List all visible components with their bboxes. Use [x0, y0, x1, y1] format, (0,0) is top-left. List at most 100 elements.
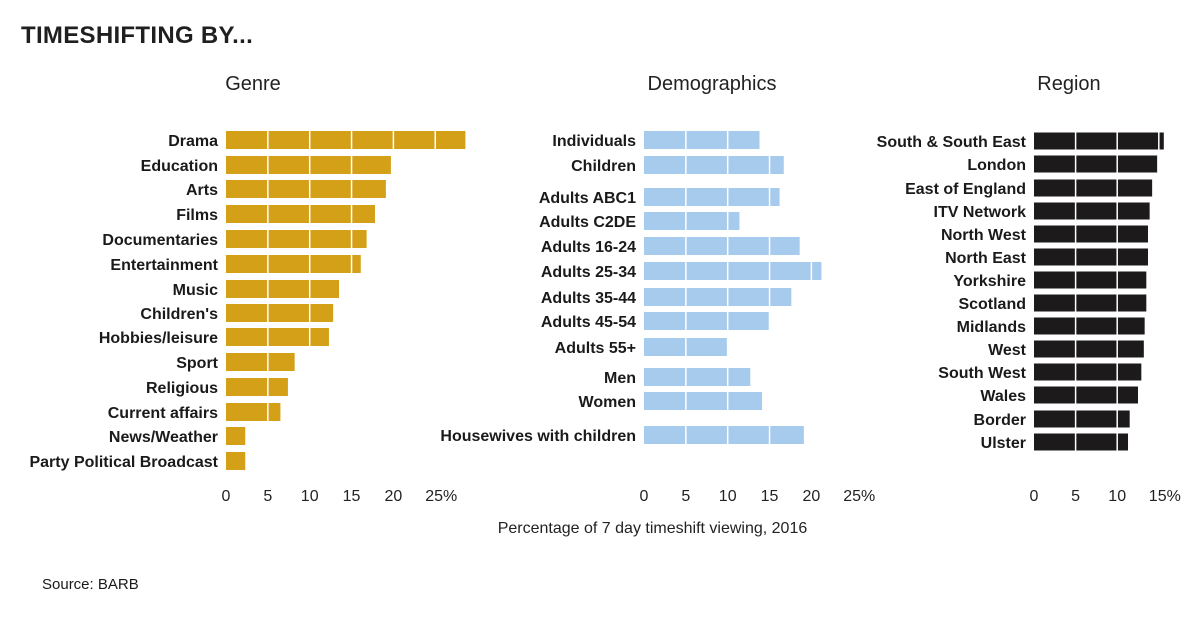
- region-panel-title: Region: [1037, 73, 1100, 95]
- region-tick-label: 0: [1030, 488, 1039, 505]
- region-bar-south-west: [1034, 363, 1142, 381]
- demographics-label-adults-25-34: Adults 25-34: [541, 264, 636, 281]
- genre-label-party-political-broadcast: Party Political Broadcast: [29, 454, 218, 471]
- demographics-label-adults-c2de: Adults C2DE: [539, 214, 636, 231]
- region-bar-north-east: [1034, 248, 1148, 266]
- region-label-north-west: North West: [941, 227, 1027, 244]
- genre-tick-label: 25%: [425, 488, 457, 505]
- region-label-midlands: Midlands: [957, 319, 1026, 336]
- region-tick-label: 5: [1071, 488, 1080, 505]
- genre-label-films: Films: [176, 207, 218, 224]
- genre-label-drama: Drama: [168, 133, 218, 150]
- region-label-south-west: South West: [938, 365, 1026, 382]
- source-note: Source: BARB: [42, 576, 139, 593]
- demographics-bar-adults-35-44: [644, 288, 792, 306]
- demographics-panel-title: Demographics: [648, 73, 777, 95]
- demographics-label-adults-16-24: Adults 16-24: [541, 239, 636, 256]
- demographics-bar-adults-c2de: [644, 212, 740, 230]
- demographics-tick-label: 10: [719, 488, 737, 505]
- genre-label-arts: Arts: [186, 182, 218, 199]
- demographics-tick-label: 5: [681, 488, 690, 505]
- region-bar-south-and-south-east: [1034, 132, 1164, 150]
- region-bar-london: [1034, 155, 1158, 173]
- region-tick-label: 10: [1108, 488, 1126, 505]
- region-label-london: London: [967, 157, 1026, 174]
- region-label-wales: Wales: [980, 388, 1026, 405]
- region-label-south-and-south-east: South & South East: [877, 134, 1027, 151]
- genre-bar-documentaries: [226, 230, 367, 248]
- genre-panel: Genre Drama Education Arts Films Documentarie…: [29, 73, 466, 505]
- demographics-tick-label: 25%: [843, 488, 875, 505]
- region-label-west: West: [988, 342, 1027, 359]
- genre-tick-label: 20: [385, 488, 403, 505]
- region-label-scotland: Scotland: [958, 296, 1026, 313]
- genre-label-music: Music: [173, 282, 218, 299]
- demographics-bar-adults-abc1: [644, 188, 780, 206]
- genre-bar-sport: [226, 353, 295, 371]
- demographics-label-adults-45-54: Adults 45-54: [541, 314, 636, 331]
- demographics-bar-adults-16-24: [644, 237, 800, 255]
- region-bar-north-west: [1034, 225, 1148, 243]
- genre-bar-entertainment: [226, 255, 361, 273]
- region-bar-itv-network: [1034, 202, 1150, 220]
- region-label-yorkshire: Yorkshire: [953, 273, 1026, 290]
- region-bar-east-of-england: [1034, 179, 1153, 197]
- genre-label-entertainment: Entertainment: [110, 257, 218, 274]
- genre-bar-party-political-broadcast: [226, 452, 246, 470]
- demographics-bar-individuals: [644, 131, 760, 149]
- genre-label-children-s: Children's: [140, 306, 218, 323]
- region-label-north-east: North East: [945, 250, 1027, 267]
- x-axis-label: Percentage of 7 day timeshift viewing, 2…: [497, 520, 808, 537]
- demographics-bar-housewives-with-children: [644, 426, 804, 444]
- genre-bar-religious: [226, 378, 288, 396]
- region-bar-scotland: [1034, 294, 1147, 312]
- demographics-bar-adults-45-54: [644, 312, 769, 330]
- region-bar-west: [1034, 340, 1144, 358]
- genre-bar-drama: [226, 131, 466, 149]
- chart-main-title: TIMESHIFTING BY...: [21, 22, 254, 49]
- genre-label-documentaries: Documentaries: [102, 232, 218, 249]
- demographics-bar-women: [644, 392, 763, 410]
- region-tick-label: 15%: [1149, 488, 1181, 505]
- genre-label-news-weather: News/Weather: [109, 429, 218, 446]
- genre-label-hobbies-leisure: Hobbies/leisure: [99, 330, 218, 347]
- region-label-itv-network: ITV Network: [934, 204, 1027, 221]
- genre-label-religious: Religious: [146, 380, 218, 397]
- demographics-bar-adults-25-34: [644, 262, 822, 280]
- demographics-tick-label: 15: [761, 488, 779, 505]
- region-bar-midlands: [1034, 317, 1145, 335]
- demographics-tick-label: 20: [803, 488, 821, 505]
- genre-bar-films: [226, 205, 375, 223]
- genre-tick-label: 5: [263, 488, 272, 505]
- demographics-label-children: Children: [571, 158, 636, 175]
- genre-label-education: Education: [141, 158, 218, 175]
- genre-bar-news-weather: [226, 427, 246, 445]
- region-bar-border: [1034, 410, 1130, 428]
- genre-bar-education: [226, 156, 391, 174]
- demographics-bar-children: [644, 156, 784, 174]
- genre-bar-current-affairs: [226, 403, 281, 421]
- demographics-label-adults-55: Adults 55+: [555, 340, 636, 357]
- genre-tick-label: 10: [301, 488, 319, 505]
- demographics-label-men: Men: [604, 370, 636, 387]
- genre-label-sport: Sport: [176, 355, 218, 372]
- demographics-label-adults-abc1: Adults ABC1: [539, 190, 636, 207]
- genre-tick-label: 0: [222, 488, 231, 505]
- demographics-panel: Demographics Individuals Children Adults AB…: [440, 73, 875, 505]
- region-bar-ulster: [1034, 433, 1129, 451]
- demographics-label-women: Women: [579, 394, 636, 411]
- region-bar-yorkshire: [1034, 271, 1147, 289]
- genre-bar-hobbies-leisure: [226, 328, 329, 346]
- demographics-label-housewives-with-children: Housewives with children: [440, 428, 636, 445]
- region-bar-wales: [1034, 386, 1138, 404]
- demographics-bar-men: [644, 368, 751, 386]
- region-label-ulster: Ulster: [981, 435, 1026, 452]
- genre-label-current-affairs: Current affairs: [108, 405, 218, 422]
- genre-tick-label: 15: [343, 488, 361, 505]
- genre-bar-music: [226, 280, 339, 298]
- region-label-east-of-england: East of England: [905, 181, 1026, 198]
- region-label-border: Border: [974, 412, 1026, 429]
- genre-bar-children-s: [226, 304, 334, 322]
- demographics-label-adults-35-44: Adults 35-44: [541, 290, 636, 307]
